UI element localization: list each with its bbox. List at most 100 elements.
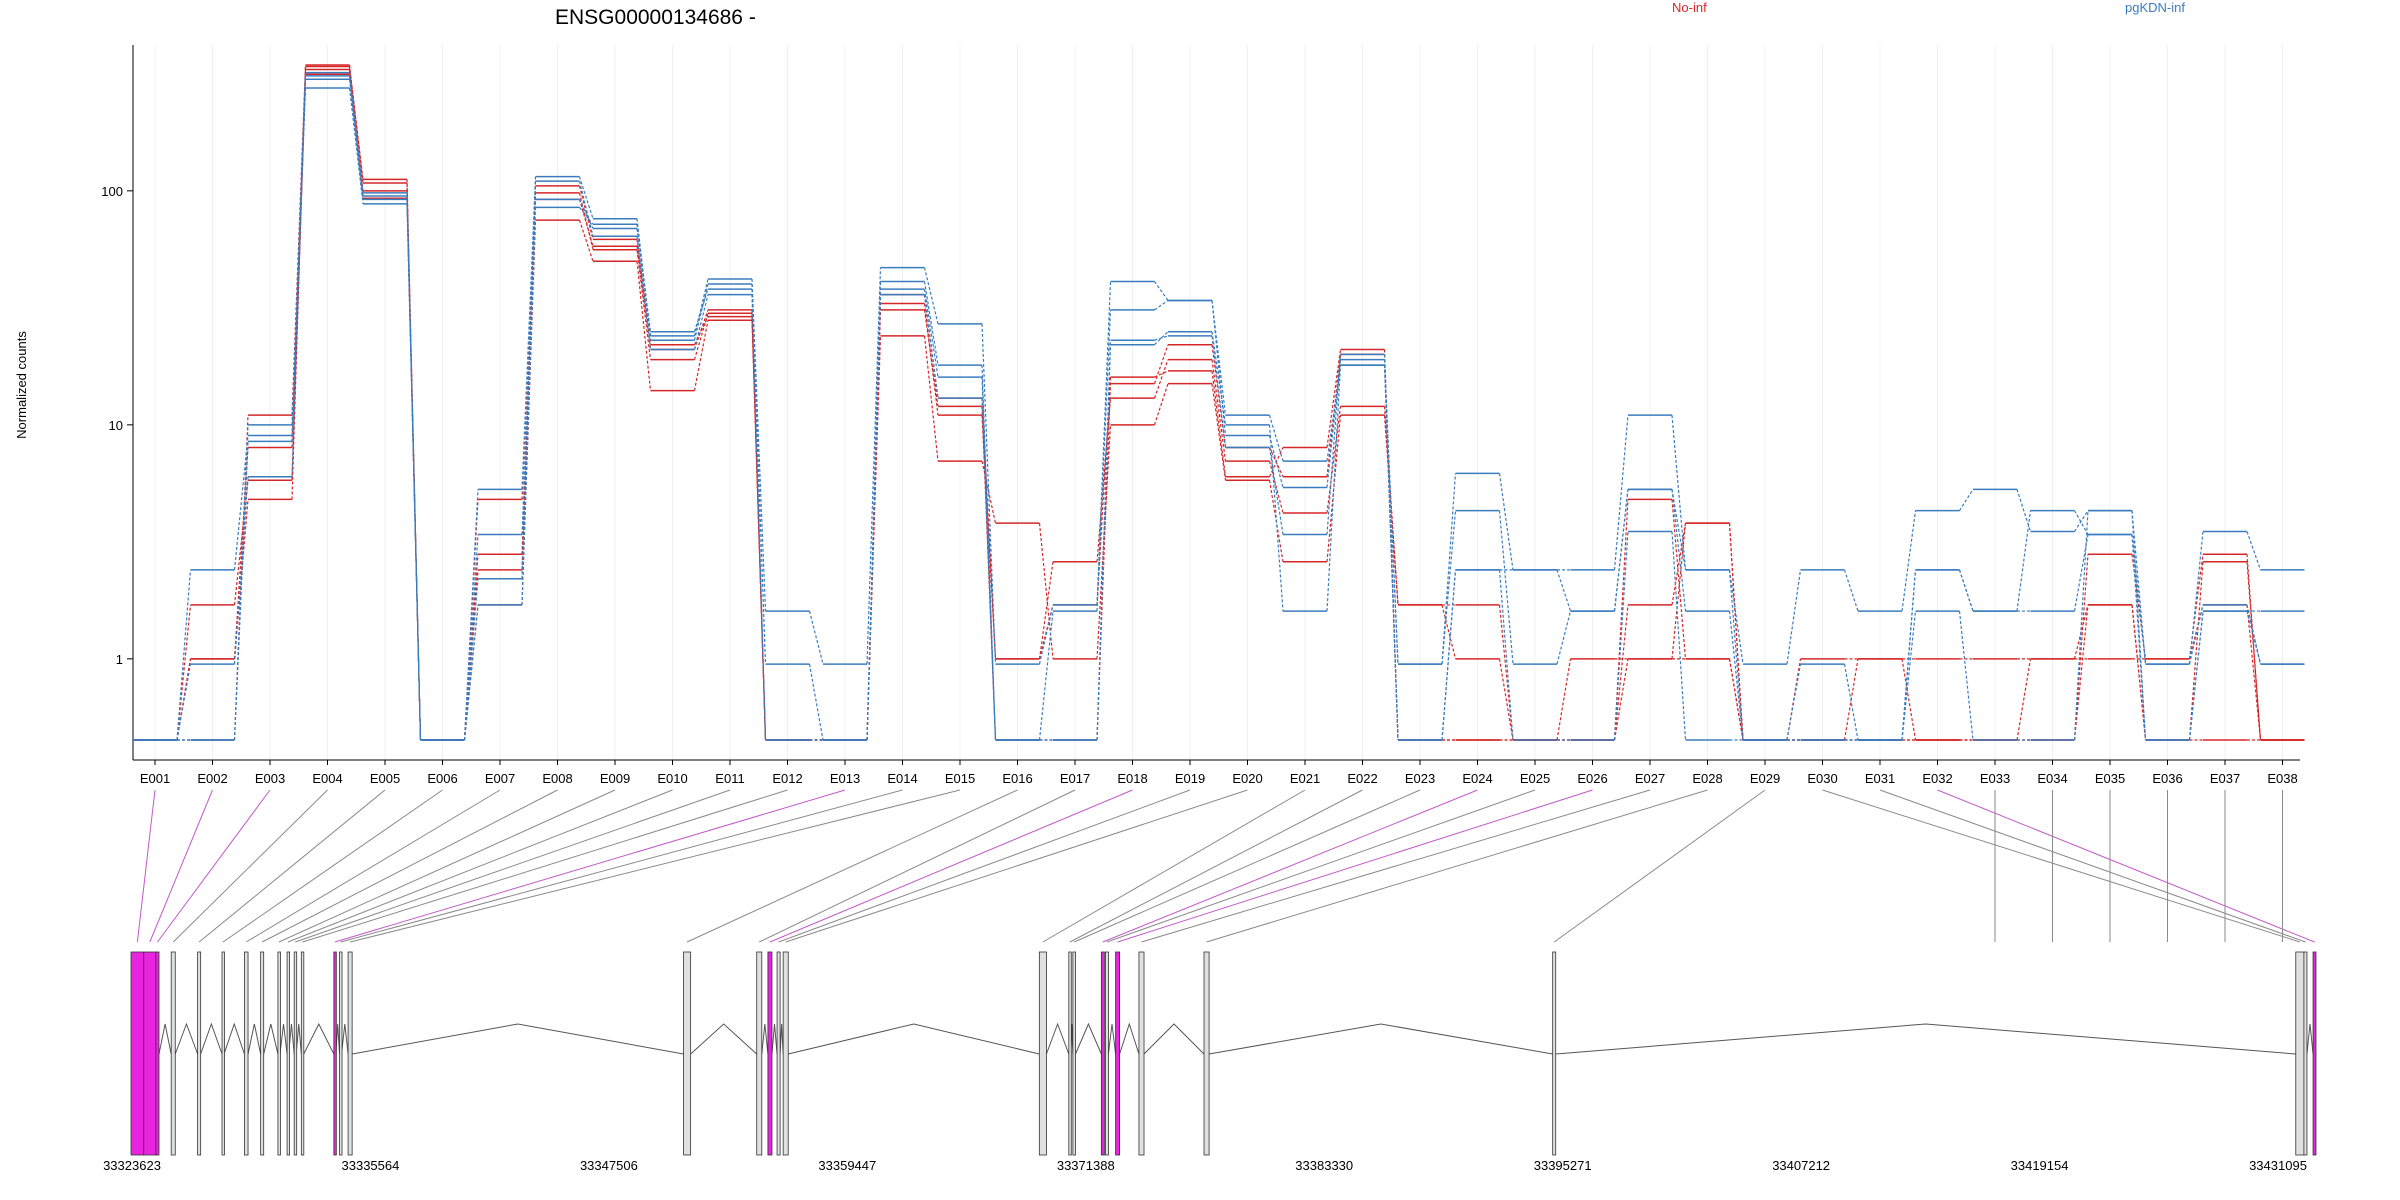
coordinate-label: 33347506 xyxy=(580,1158,638,1173)
data-transition xyxy=(1441,510,1457,665)
coordinate-label: 33371388 xyxy=(1057,1158,1115,1173)
exon-connector xyxy=(157,789,271,943)
data-transition xyxy=(923,335,939,462)
exon-box xyxy=(170,951,176,1156)
data-transition xyxy=(1901,658,1917,741)
x-tick-label: E014 xyxy=(887,771,917,786)
data-transition xyxy=(1154,299,1169,311)
exon-box xyxy=(130,951,145,1156)
exon-connector xyxy=(149,789,213,943)
coordinate-label: 33431095 xyxy=(2249,1158,2307,1173)
x-tick-label: E037 xyxy=(2210,771,2240,786)
exon-box xyxy=(260,951,265,1156)
intron-line xyxy=(761,1023,769,1055)
data-transition xyxy=(923,303,939,416)
x-tick-label: E031 xyxy=(1865,771,1895,786)
data-transition xyxy=(808,663,824,741)
data-transition xyxy=(1786,569,1802,665)
exon-connector xyxy=(340,789,903,943)
exon-connector xyxy=(759,789,1076,943)
y-tick-label: 1 xyxy=(116,652,123,667)
data-transition xyxy=(1326,415,1342,562)
data-transition xyxy=(578,219,594,262)
exon-box xyxy=(1138,951,1145,1156)
data-transition xyxy=(1958,569,1974,612)
data-transition xyxy=(233,476,249,665)
intron-line xyxy=(1107,1023,1117,1055)
data-transition xyxy=(923,294,939,399)
intron-line xyxy=(303,1022,335,1055)
data-transition xyxy=(521,176,537,490)
data-transition xyxy=(1154,335,1169,341)
data-transition xyxy=(578,185,594,240)
intron-line xyxy=(200,1022,223,1055)
data-transition xyxy=(1728,611,1744,741)
series-no-inf-1 xyxy=(133,65,2305,741)
x-tick-label: E015 xyxy=(945,771,975,786)
data-transition xyxy=(291,72,307,425)
data-transition xyxy=(1556,569,1572,612)
exon-box xyxy=(1072,951,1076,1156)
chart-title: ENSG00000134686 - xyxy=(555,6,756,29)
data-transition xyxy=(1211,331,1227,425)
exon-box xyxy=(2312,951,2317,1156)
data-transition xyxy=(1383,406,1399,605)
intron-line xyxy=(2306,1023,2314,1055)
data-transition xyxy=(1268,414,1284,462)
data-transition xyxy=(233,424,249,741)
data-transition xyxy=(1326,365,1342,612)
gene-model-track xyxy=(130,951,2317,1156)
data-transition xyxy=(866,267,882,665)
data-transition xyxy=(2131,534,2147,665)
data-transition xyxy=(2131,510,2147,665)
data-transition xyxy=(1958,489,1974,511)
data-transition xyxy=(521,181,537,579)
data-transition xyxy=(808,610,824,665)
data-transition xyxy=(923,281,939,366)
data-transition xyxy=(1613,531,1629,741)
x-tick-label: E011 xyxy=(715,771,744,786)
exon-connector xyxy=(334,789,846,943)
exon-connector xyxy=(172,789,328,943)
data-transition xyxy=(923,309,939,407)
data-transition xyxy=(1901,510,1917,612)
x-tick-label: E006 xyxy=(427,771,457,786)
data-transition xyxy=(233,480,249,605)
exon-box xyxy=(1115,951,1121,1156)
intron-line xyxy=(263,1023,279,1055)
x-tick-label: E022 xyxy=(1347,771,1377,786)
data-transition xyxy=(1671,489,1687,570)
x-tick-label: E036 xyxy=(2152,771,2182,786)
series-pgkdn-inf-5 xyxy=(133,87,2305,741)
data-transition xyxy=(693,316,709,345)
data-transition xyxy=(348,66,364,180)
x-tick-label: E009 xyxy=(600,771,630,786)
legend-entry-pgkdn-inf: pgKDN-inf xyxy=(2125,0,2185,15)
exon-box xyxy=(2303,951,2308,1156)
data-transition xyxy=(1268,424,1284,612)
data-transition xyxy=(1498,604,1514,741)
exon-connector xyxy=(198,789,386,943)
data-transition xyxy=(1843,569,1859,612)
data-transition xyxy=(1326,359,1342,488)
intron-line xyxy=(690,1023,758,1055)
data-transition xyxy=(1498,473,1514,570)
data-transition xyxy=(1096,309,1112,612)
intron-line xyxy=(1208,1023,1553,1055)
data-transition xyxy=(2131,604,2147,741)
intron-line xyxy=(223,1022,245,1055)
data-transition xyxy=(1038,561,1054,659)
data-transition xyxy=(2188,561,2204,741)
data-transition xyxy=(1613,604,1629,741)
genomic-coordinate-labels: 33323623 33335564 33347506 33359447 33371388… xyxy=(103,1158,2307,1173)
x-tick-label: E029 xyxy=(1750,771,1780,786)
data-transition xyxy=(406,196,422,741)
data-transition xyxy=(1154,281,1169,301)
data-transition xyxy=(176,663,192,741)
exon-box xyxy=(243,951,249,1156)
exon-connector xyxy=(245,789,501,943)
x-tick-label: E018 xyxy=(1117,771,1147,786)
exon-box xyxy=(767,951,773,1156)
exon-box xyxy=(776,951,781,1156)
data-transition xyxy=(1211,335,1227,448)
